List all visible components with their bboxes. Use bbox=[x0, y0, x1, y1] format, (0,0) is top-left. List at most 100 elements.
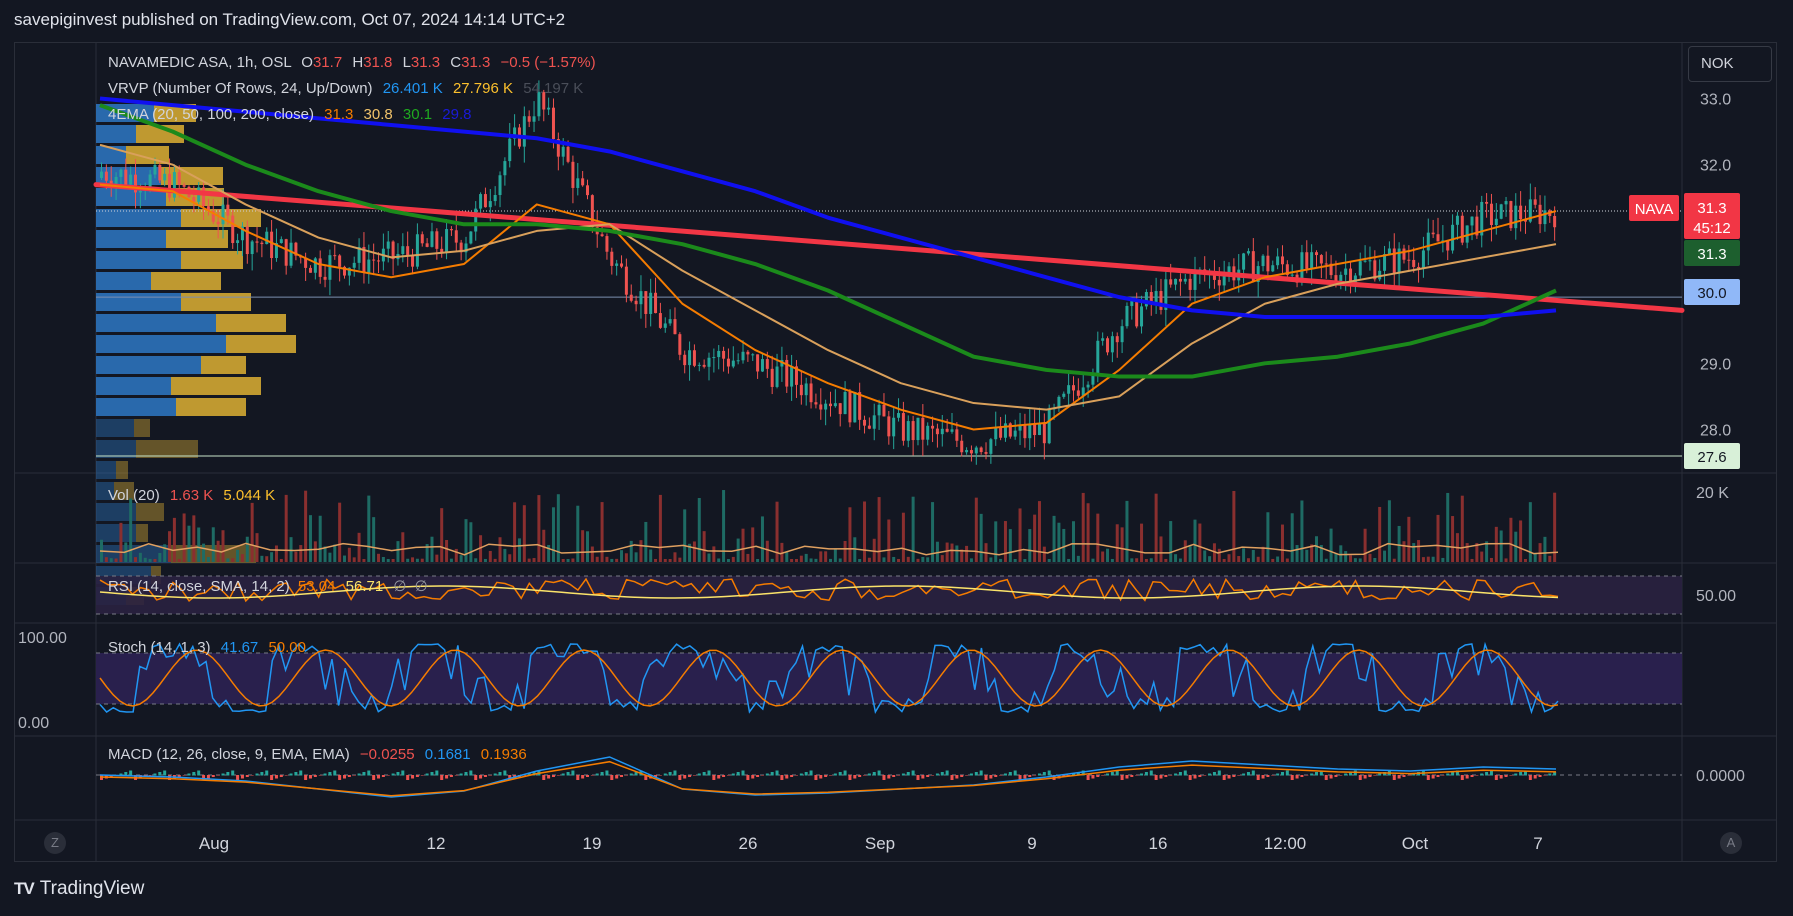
volume-bar bbox=[1232, 490, 1236, 562]
macd-hist-bar bbox=[231, 770, 235, 776]
macd-hist-bar bbox=[211, 775, 215, 777]
candle-body bbox=[328, 255, 332, 280]
macd-hist-bar bbox=[1125, 775, 1129, 779]
volume-bar bbox=[542, 529, 546, 562]
macd-hist-bar bbox=[1271, 775, 1275, 776]
macd-hist-bar bbox=[226, 772, 230, 776]
timezone-toggle-button[interactable]: Z bbox=[44, 832, 66, 854]
currency-button[interactable]: NOK bbox=[1688, 46, 1772, 82]
last-price-label: 31.3 bbox=[1697, 200, 1726, 217]
auto-scale-button[interactable]: A bbox=[1720, 832, 1742, 854]
macd-hist-bar bbox=[916, 775, 920, 780]
macd-hist-bar bbox=[1300, 775, 1304, 777]
macd-hist-bar bbox=[347, 775, 351, 777]
volume-bar bbox=[911, 496, 915, 562]
macd-hist-bar bbox=[999, 775, 1003, 776]
macd-hist-bar bbox=[1285, 770, 1289, 776]
vp-bar-down bbox=[136, 524, 148, 542]
candle-body bbox=[1319, 255, 1323, 264]
macd-hist-bar bbox=[688, 775, 692, 777]
candle-body bbox=[969, 450, 973, 454]
macd-hist-bar bbox=[1378, 773, 1382, 776]
macd-hist-bar bbox=[1319, 770, 1323, 776]
macd-hist-bar bbox=[576, 775, 580, 780]
ema20-price-label: 31.3 bbox=[1697, 246, 1726, 263]
candle-body bbox=[824, 403, 828, 410]
volume-bar bbox=[1397, 525, 1401, 562]
volume-bar bbox=[1305, 549, 1309, 562]
candle-body bbox=[940, 428, 944, 435]
volume-bar bbox=[1193, 519, 1197, 562]
macd-hist-bar bbox=[829, 775, 832, 776]
volume-bar bbox=[1091, 558, 1095, 562]
candle-body bbox=[527, 116, 531, 122]
macd-hist-bar bbox=[493, 773, 497, 776]
l-label: L bbox=[402, 54, 411, 71]
candle-body bbox=[1363, 260, 1367, 262]
volume-bar bbox=[1344, 551, 1348, 562]
volume-bar bbox=[605, 556, 609, 562]
volume-bar bbox=[688, 543, 692, 562]
vp-bar-up bbox=[96, 356, 201, 374]
candle-body bbox=[153, 165, 157, 175]
candle-body bbox=[576, 178, 580, 188]
macd-hist-bar bbox=[352, 775, 356, 776]
candle-body bbox=[751, 354, 755, 356]
h-label: H bbox=[352, 54, 364, 71]
macd-hist-bar bbox=[712, 775, 716, 780]
volume-bar bbox=[260, 555, 264, 562]
candle-body bbox=[561, 146, 565, 157]
volume-bar bbox=[1037, 501, 1041, 562]
candle-body bbox=[216, 221, 220, 225]
candle-body bbox=[313, 258, 317, 273]
macd-hist-bar bbox=[1280, 772, 1284, 776]
vp-bar-up bbox=[96, 335, 226, 353]
candle-body bbox=[1003, 423, 1007, 438]
macd-hist-bar bbox=[216, 775, 220, 776]
candle-body bbox=[430, 231, 434, 247]
candle-body bbox=[1451, 224, 1455, 251]
volume-bar bbox=[697, 498, 701, 562]
candle-body bbox=[1271, 265, 1275, 272]
macd-hist-bar bbox=[182, 775, 186, 776]
volume-bar bbox=[430, 536, 434, 562]
candle-body bbox=[308, 267, 312, 273]
vp-bar-up bbox=[96, 209, 181, 227]
candle-body bbox=[240, 226, 244, 241]
macd-hist-bar bbox=[1222, 775, 1226, 780]
volume-bar bbox=[624, 553, 628, 562]
macd-hist-bar bbox=[1485, 772, 1489, 776]
macd-hist-bar bbox=[270, 775, 274, 780]
macd-hist-bar bbox=[1096, 775, 1100, 777]
macd-hist-bar bbox=[605, 770, 609, 776]
candle-body bbox=[1110, 336, 1114, 353]
vp-bar-up bbox=[96, 230, 166, 248]
volume-bar bbox=[1543, 536, 1547, 562]
candle-body bbox=[1266, 255, 1270, 272]
macd-hist-bar bbox=[1315, 772, 1318, 776]
vp-bar-up bbox=[96, 524, 136, 542]
macd-hist-bar bbox=[887, 775, 891, 779]
macd-hist-bar bbox=[1217, 770, 1221, 776]
macd-hist-bar bbox=[1227, 775, 1231, 779]
macd-hist-bar bbox=[202, 775, 206, 780]
macd-hist-bar bbox=[1528, 775, 1532, 780]
candle-body bbox=[474, 208, 478, 232]
volume-bar bbox=[751, 527, 755, 562]
candle-body bbox=[245, 226, 249, 255]
ema20-value: 31.3 bbox=[324, 106, 354, 123]
volume-bar bbox=[921, 556, 925, 562]
stoch-k-line bbox=[99, 641, 1559, 715]
volume-bar bbox=[615, 558, 619, 562]
candle-body bbox=[459, 242, 463, 253]
ema100-value: 30.1 bbox=[402, 106, 433, 123]
volume-bar bbox=[1125, 500, 1129, 562]
volume-bar bbox=[172, 517, 176, 562]
candle-body bbox=[1033, 424, 1037, 436]
candle-body bbox=[532, 116, 536, 122]
candle-body bbox=[119, 169, 123, 177]
macd-hist-bar bbox=[1033, 775, 1037, 776]
volume-bar bbox=[1251, 549, 1255, 562]
volume-bar bbox=[498, 537, 502, 562]
